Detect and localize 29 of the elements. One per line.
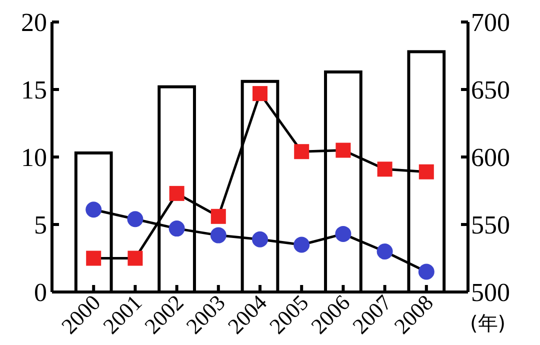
y-tick-label: 0 [34,278,47,307]
point [86,202,102,218]
y2-tick-label: 550 [471,210,510,240]
point [169,186,184,201]
point [210,208,226,224]
point [377,162,392,177]
point [168,220,185,237]
point [252,86,268,102]
y-tick-label: 20 [21,8,47,37]
point [252,231,268,248]
point [210,227,226,244]
point [127,211,144,228]
y2-tick-label: 500 [471,278,510,307]
y-tick-label: 15 [21,76,47,104]
point [86,250,102,266]
point [418,164,434,180]
point [294,236,310,253]
y-tick-label: 10 [21,143,47,172]
y2-tick-label: 650 [471,76,510,104]
point [336,142,351,158]
point [128,250,143,266]
y2-tick-label: 600 [471,143,510,172]
point [418,264,434,280]
y2-tick-label: 700 [471,8,510,37]
y-tick-label: 5 [34,210,47,240]
point [335,226,352,242]
point [294,144,310,160]
point [376,244,393,260]
x-axis-title: (年) [470,311,506,335]
